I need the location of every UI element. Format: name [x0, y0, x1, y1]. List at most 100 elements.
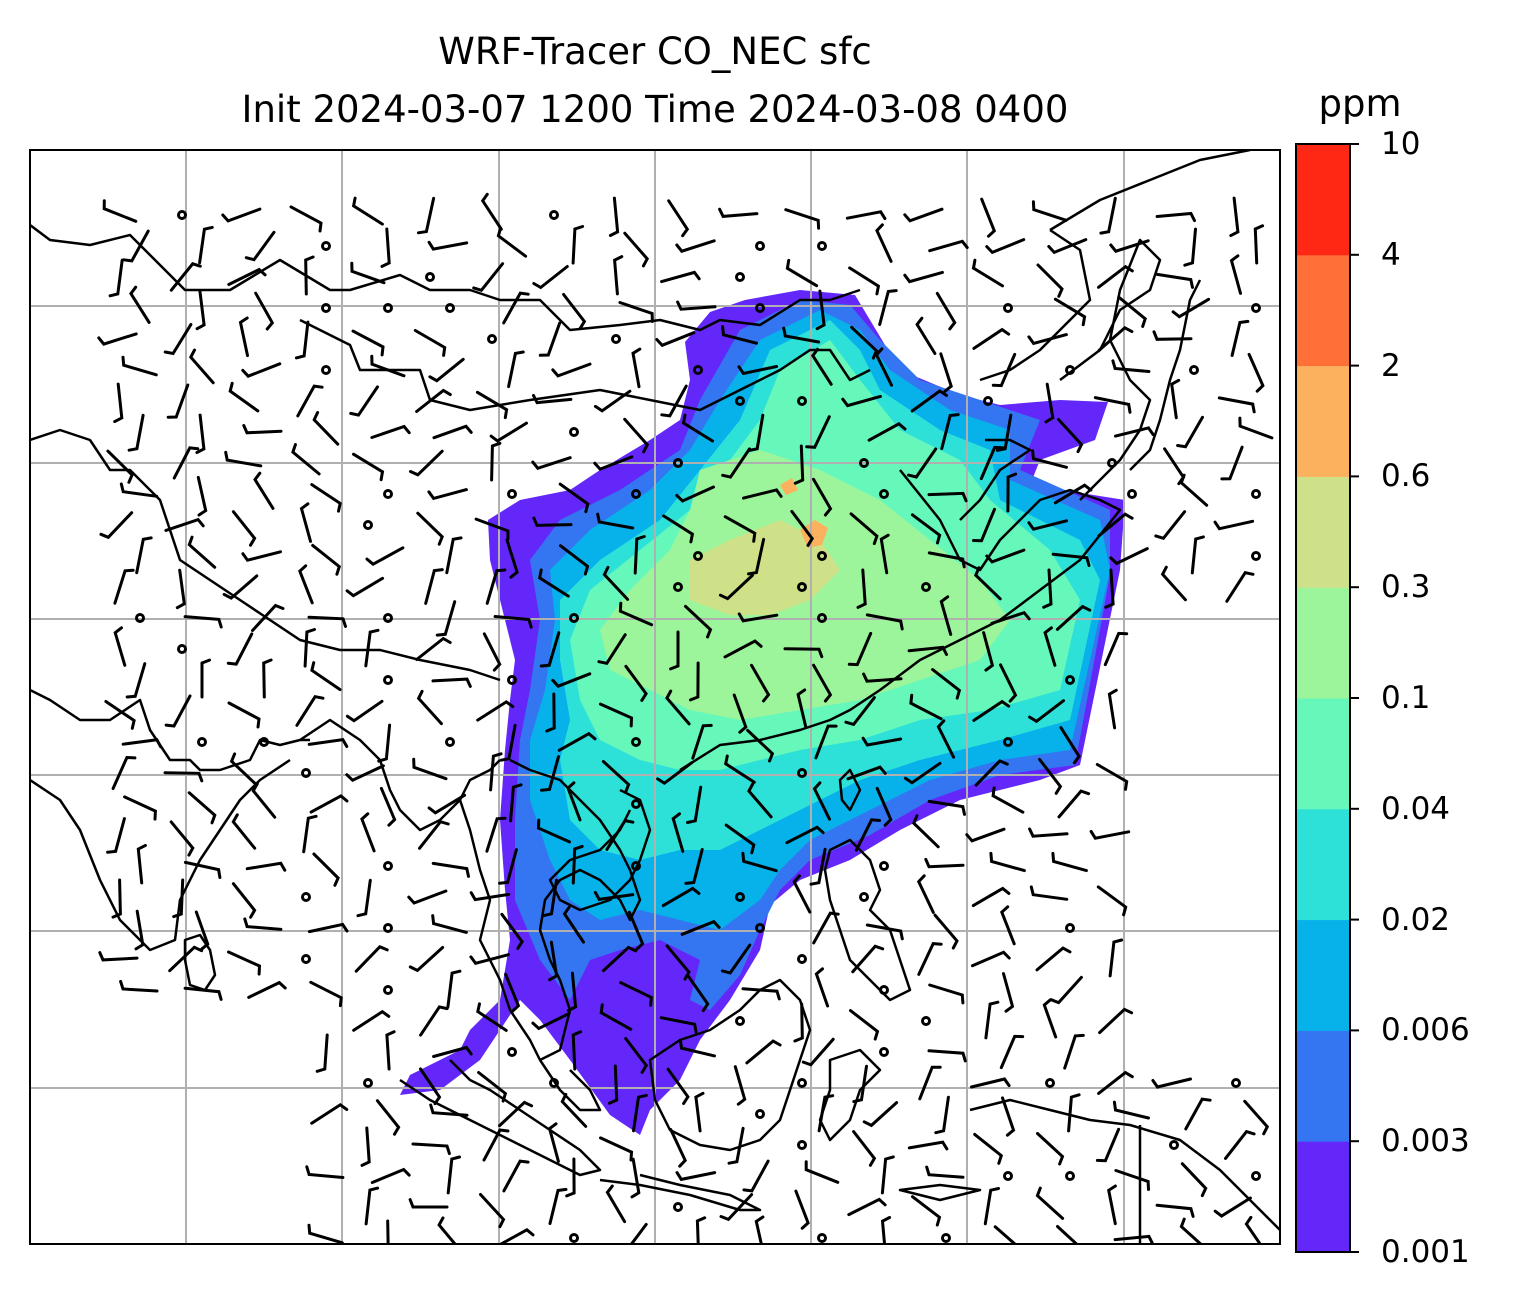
- wind-barb: [352, 1009, 391, 1032]
- wind-barb: [547, 1122, 560, 1163]
- wind-barb: [309, 980, 343, 1008]
- calm-wind-marker: [797, 396, 807, 406]
- wind-barb: [1180, 1162, 1208, 1198]
- wind-barb: [408, 1198, 449, 1209]
- wind-barb: [817, 1094, 835, 1133]
- wind-barb: [370, 354, 406, 378]
- wind-barb: [551, 672, 592, 688]
- wind-barb: [418, 819, 450, 850]
- wind-barb: [111, 755, 137, 790]
- coastline-india: [30, 688, 310, 952]
- wind-barb: [1031, 200, 1068, 222]
- calm-wind-marker: [817, 551, 827, 561]
- wind-barb: [227, 950, 262, 976]
- wind-barb: [505, 538, 519, 579]
- coastline-timor: [898, 1183, 982, 1202]
- wind-barb: [183, 986, 223, 1001]
- wind-barb: [566, 781, 582, 822]
- wind-barb: [991, 786, 1025, 814]
- wind-barb: [865, 923, 904, 941]
- wind-barb: [1225, 571, 1255, 603]
- wind-barb: [605, 1184, 627, 1224]
- wind-barb: [227, 267, 267, 286]
- wind-barb: [571, 844, 584, 885]
- wind-barb: [660, 270, 701, 284]
- wind-barb: [200, 658, 211, 699]
- calm-wind-marker: [1003, 303, 1013, 313]
- wind-barb: [999, 663, 1018, 703]
- wind-barb: [1179, 473, 1209, 507]
- wind-barb: [408, 946, 445, 973]
- wind-barb: [304, 255, 315, 296]
- colorbar-tick-label: 4: [1381, 236, 1401, 273]
- wind-barb: [469, 891, 511, 902]
- wind-barb: [593, 389, 632, 413]
- wind-barb: [416, 196, 436, 235]
- wind-barb: [196, 475, 208, 517]
- wind-barb: [243, 917, 283, 931]
- wind-barb: [733, 1065, 747, 1106]
- wind-barb: [742, 488, 783, 500]
- wind-barb: [1230, 319, 1250, 357]
- wind-barb: [1244, 1215, 1262, 1244]
- wind-barb: [927, 1049, 967, 1063]
- wind-barb: [972, 699, 1011, 722]
- colorbar-tick-label: 0.02: [1381, 901, 1451, 938]
- wind-barb: [349, 385, 379, 417]
- wind-barb: [917, 942, 943, 976]
- wind-barb: [480, 192, 503, 231]
- wind-barb: [985, 548, 1026, 564]
- wind-barb: [718, 207, 759, 218]
- wind-barb: [676, 300, 717, 311]
- wind-barb: [865, 613, 904, 631]
- wind-barb: [509, 783, 523, 823]
- wind-barb: [375, 1099, 401, 1136]
- wind-barb: [995, 413, 1013, 452]
- wind-barb: [1151, 1077, 1192, 1089]
- colorbar-tick-label: 0.3: [1381, 569, 1431, 606]
- wind-barb: [262, 658, 273, 699]
- wind-barb: [445, 536, 463, 575]
- wind-barb: [168, 945, 204, 973]
- coastline-sulawesi: [818, 1048, 882, 1142]
- wind-barb: [247, 980, 287, 999]
- wind-barb: [476, 700, 515, 722]
- wind-barb: [113, 568, 135, 605]
- wind-barb: [97, 332, 138, 346]
- calm-wind-marker: [631, 737, 641, 747]
- calm-wind-marker: [983, 396, 993, 406]
- calm-wind-marker: [1189, 365, 1199, 375]
- wind-barb: [931, 668, 962, 700]
- wind-barb: [623, 417, 650, 454]
- wind-barb: [407, 889, 448, 905]
- wind-barb: [566, 971, 578, 1012]
- wind-barb: [660, 384, 688, 418]
- wind-barb: [605, 818, 635, 851]
- wind-barb: [792, 874, 812, 914]
- wind-barb: [1000, 905, 1016, 946]
- wind-barb: [307, 737, 349, 748]
- wind-barb: [479, 1193, 506, 1229]
- colorbar-unit-label: ppm: [1318, 82, 1402, 125]
- wind-barb: [1053, 483, 1093, 505]
- wind-barb: [198, 225, 214, 265]
- wind-barb: [416, 689, 443, 726]
- calm-wind-marker: [755, 923, 765, 933]
- wind-barb: [121, 738, 163, 749]
- wind-barb: [999, 1034, 1025, 1070]
- wind-barb: [624, 664, 648, 702]
- wind-barb: [1095, 1127, 1121, 1163]
- wind-barb: [613, 255, 624, 296]
- wind-barb: [686, 785, 703, 824]
- calm-wind-marker: [569, 1233, 579, 1243]
- wind-barb: [435, 600, 457, 637]
- calm-wind-marker: [1127, 489, 1137, 499]
- wind-barb: [909, 693, 943, 721]
- wind-barb: [531, 456, 572, 471]
- wind-barb: [793, 1002, 804, 1043]
- wind-barb: [631, 347, 642, 389]
- wind-barb: [924, 857, 965, 869]
- wind-barb: [183, 615, 223, 629]
- wind-barb: [684, 604, 713, 639]
- wind-barb: [364, 628, 380, 668]
